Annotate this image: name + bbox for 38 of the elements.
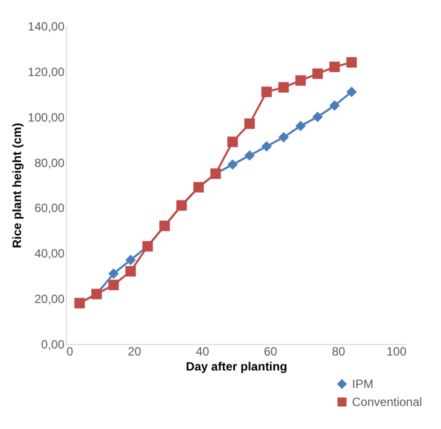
point [108, 268, 119, 279]
point [295, 75, 306, 86]
y-tick-label: 140,00 [28, 20, 65, 34]
point [125, 254, 136, 266]
point [329, 62, 340, 72]
point [278, 82, 289, 93]
x-tick-label: 60 [264, 344, 278, 358]
y-tick-label: 20,00 [34, 292, 65, 306]
x-tick-label: 0 [66, 344, 74, 358]
y-tick-label: 40,00 [34, 246, 65, 261]
x-axis-title: Day after planting [186, 360, 288, 374]
legend-label: Conventional [352, 395, 422, 409]
point [261, 86, 272, 98]
point [261, 141, 272, 152]
point [346, 86, 357, 98]
point [312, 112, 323, 122]
point [108, 280, 119, 290]
point [278, 132, 289, 143]
point [329, 100, 340, 111]
y-tick-label: 80,00 [34, 156, 65, 170]
y-axis-title: Rice plant height (cm) [10, 122, 24, 248]
point [244, 150, 255, 161]
x-tick-label: 100 [386, 344, 407, 358]
point [227, 136, 238, 148]
point [244, 118, 255, 129]
point [125, 266, 136, 277]
y-tick-label: 0,00 [41, 338, 65, 352]
x-tick-label: 80 [332, 344, 346, 358]
point [346, 57, 357, 68]
y-tick-label: 60,00 [34, 201, 65, 216]
point [227, 159, 238, 170]
point [295, 120, 306, 132]
point [312, 68, 323, 79]
x-tick-label: 40 [196, 344, 210, 358]
x-tick-label: 20 [128, 344, 142, 358]
y-tick-label: 100,00 [28, 110, 65, 124]
y-tick-label: 120,00 [28, 64, 65, 79]
legend-label: IPM [352, 377, 374, 391]
